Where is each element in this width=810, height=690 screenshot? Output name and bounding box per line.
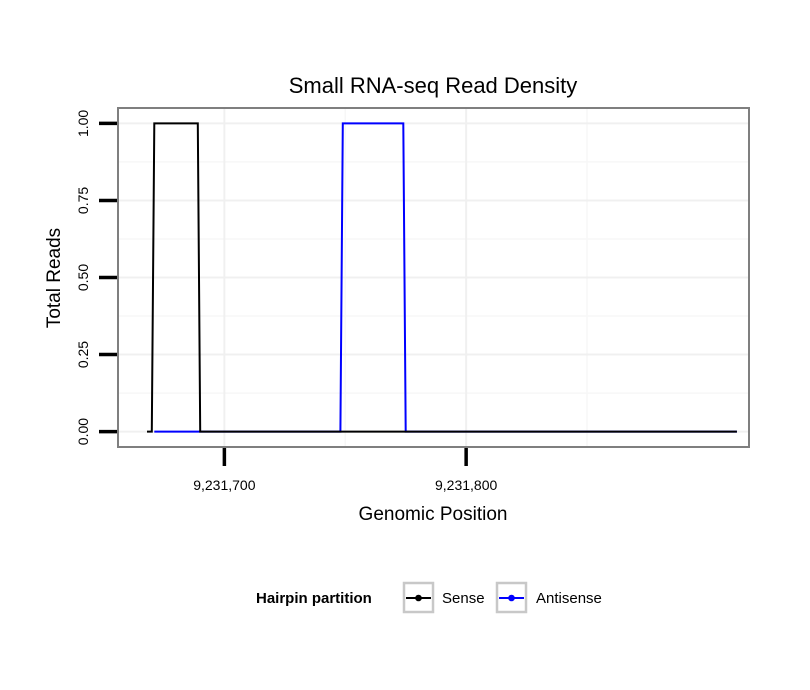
y-tick-label: 0.75 [75, 187, 91, 214]
series-line-sense [147, 122, 737, 433]
legend-point-sense [415, 594, 422, 602]
legend: Hairpin partition Sense Antisense [256, 581, 602, 614]
plot-panel [117, 107, 750, 448]
legend-label-antisense: Antisense [536, 590, 602, 607]
legend-point-antisense [508, 594, 515, 602]
y-tick-label: 1.00 [75, 110, 91, 137]
series-line-antisense [154, 122, 737, 433]
legend-title: Hairpin partition [256, 590, 372, 607]
legend-label-sense: Sense [442, 590, 485, 607]
x-axis: 9,231,700 9,231,800 [193, 448, 497, 493]
y-tick-label: 0.25 [75, 341, 91, 368]
y-axis-title: Total Reads [44, 228, 65, 328]
legend-item-sense: Sense [402, 581, 485, 614]
x-tick-label: 9,231,700 [193, 477, 255, 493]
panel-border [117, 107, 750, 448]
series-layer [147, 122, 737, 433]
y-tick-label: 0.00 [75, 418, 91, 445]
chart-title: Small RNA-seq Read Density [289, 73, 578, 98]
y-axis: 0.00 0.25 0.50 0.75 1.00 [75, 110, 117, 445]
x-axis-title: Genomic Position [359, 504, 508, 525]
legend-item-antisense: Antisense [495, 581, 602, 614]
x-tick-label: 9,231,800 [435, 477, 497, 493]
y-tick-label: 0.50 [75, 264, 91, 291]
